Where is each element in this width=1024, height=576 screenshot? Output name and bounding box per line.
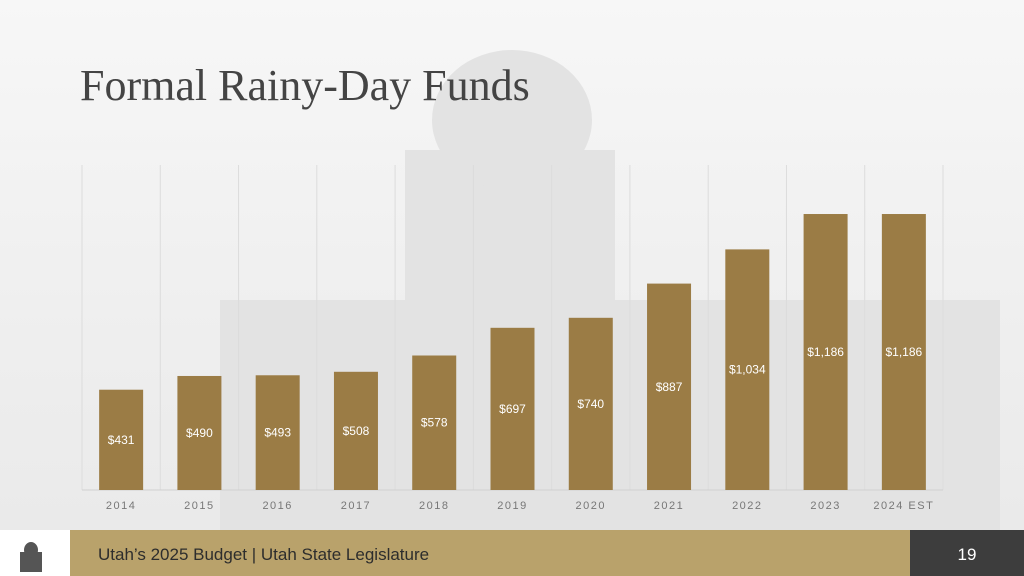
bar [177,375,222,490]
value-label: $508 [343,424,370,438]
bar [99,389,144,490]
page-number: 19 [958,545,977,564]
bar [803,214,848,490]
value-label: $1,034 [729,363,766,377]
x-tick-label: 2020 [576,500,606,512]
x-tick-label: 2018 [419,500,449,512]
value-label: $431 [108,433,135,447]
value-label: $887 [656,380,683,394]
bar [725,249,770,490]
x-tick-label: 2014 [106,500,136,512]
footer-text: Utah’s 2025 Budget | Utah State Legislat… [98,545,429,564]
value-label: $1,186 [807,345,844,359]
x-tick-label: 2021 [654,500,684,512]
value-label: $740 [577,397,604,411]
x-tick-label: 2022 [732,500,762,512]
x-tick-label: 2019 [497,500,527,512]
bar [333,371,378,490]
x-tick-label: 2023 [810,500,840,512]
bar [412,355,457,490]
bar [568,317,613,490]
slide-title: Formal Rainy-Day Funds [80,61,530,110]
value-label: $1,186 [886,345,923,359]
bar [490,327,535,490]
value-label: $490 [186,426,213,440]
bar [881,214,926,490]
x-tick-label: 2024 EST [873,500,934,512]
bar [255,375,300,490]
x-tick-label: 2015 [184,500,214,512]
logo [20,542,42,572]
page-box [910,530,1024,576]
value-label: $493 [264,426,291,440]
footer-band [70,530,910,576]
x-tick-label: 2016 [262,500,292,512]
x-tick-label: 2017 [341,500,371,512]
value-label: $697 [499,402,526,416]
value-label: $578 [421,416,448,430]
bar [647,283,692,490]
